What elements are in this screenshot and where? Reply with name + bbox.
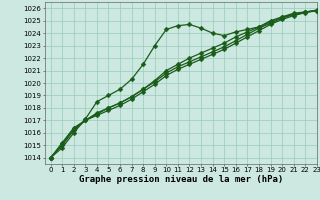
X-axis label: Graphe pression niveau de la mer (hPa): Graphe pression niveau de la mer (hPa) — [79, 175, 283, 184]
